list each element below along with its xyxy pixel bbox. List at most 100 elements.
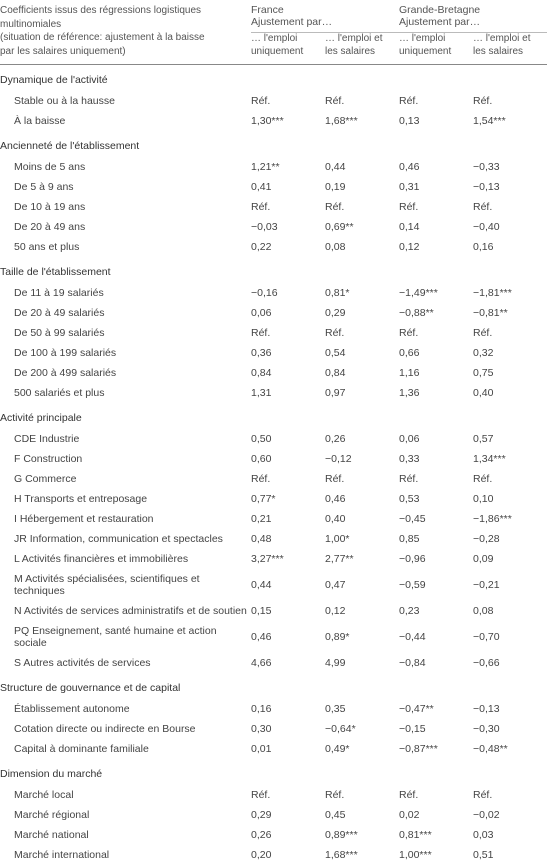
cell-value: 0,89*** — [325, 825, 399, 845]
cell-value: 0,89* — [325, 621, 399, 653]
cell-value: Réf. — [399, 469, 473, 489]
row-label: G Commerce — [0, 469, 251, 489]
row-label: Capital à dominante familiale — [0, 739, 251, 759]
cell-value: 0,53 — [399, 489, 473, 509]
cell-value: Réf. — [251, 91, 325, 111]
cell-value: 1,00*** — [399, 845, 473, 865]
cell-value: 0,77* — [251, 489, 325, 509]
cell-value: 0,26 — [251, 825, 325, 845]
cell-value: 0,32 — [473, 343, 547, 363]
cell-value: 0,15 — [251, 601, 325, 621]
cell-value: Réf. — [325, 91, 399, 111]
cell-value: −1,81*** — [473, 283, 547, 303]
row-label: De 5 à 9 ans — [0, 177, 251, 197]
table-row: Marché national0,260,89***0,81***0,03 — [0, 825, 547, 845]
table-row: De 11 à 19 salariés−0,160,81*−1,49***−1,… — [0, 283, 547, 303]
cell-value: −0,70 — [473, 621, 547, 653]
row-label: JR Information, communication et spectac… — [0, 529, 251, 549]
cell-value: 0,44 — [325, 157, 399, 177]
table-row: Capital à dominante familiale0,010,49*−0… — [0, 739, 547, 759]
cell-value: 0,09 — [473, 549, 547, 569]
cell-value: 0,10 — [473, 489, 547, 509]
cell-value: 0,48 — [251, 529, 325, 549]
cell-value: 0,20 — [251, 845, 325, 865]
row-label: S Autres activités de services — [0, 653, 251, 673]
row-label: De 11 à 19 salariés — [0, 283, 251, 303]
table-row: De 200 à 499 salariés0,840,841,160,75 — [0, 363, 547, 383]
cell-value: 1,68*** — [325, 111, 399, 131]
country-france: France — [251, 4, 284, 16]
row-label: Établissement autonome — [0, 699, 251, 719]
table-row: L Activités financières et immobilières3… — [0, 549, 547, 569]
cell-value: 0,23 — [399, 601, 473, 621]
cell-value: Réf. — [325, 323, 399, 343]
cell-value: 0,35 — [325, 699, 399, 719]
cell-value: 0,08 — [473, 601, 547, 621]
cell-value: 0,14 — [399, 217, 473, 237]
table-row: F Construction0,60−0,120,331,34*** — [0, 449, 547, 469]
cell-value: −0,84 — [399, 653, 473, 673]
cell-value: Réf. — [251, 323, 325, 343]
row-label: Moins de 5 ans — [0, 157, 251, 177]
cell-value: −0,88** — [399, 303, 473, 323]
table-row: Marché international0,201,68***1,00***0,… — [0, 845, 547, 865]
section-title: Dimension du marché — [0, 759, 547, 785]
cell-value: 0,50 — [251, 429, 325, 449]
cell-value: 0,36 — [251, 343, 325, 363]
cell-value: −0,16 — [251, 283, 325, 303]
cell-value: 1,54*** — [473, 111, 547, 131]
row-label: De 20 à 49 salariés — [0, 303, 251, 323]
table-row: N Activités de services administratifs e… — [0, 601, 547, 621]
table-row: Moins de 5 ans1,21**0,440,46−0,33 — [0, 157, 547, 177]
cell-value: 1,16 — [399, 363, 473, 383]
cell-value: 0,12 — [325, 601, 399, 621]
cell-value: 0,03 — [473, 825, 547, 845]
cell-value: Réf. — [325, 785, 399, 805]
cell-value: 0,84 — [251, 363, 325, 383]
cell-value: Réf. — [399, 91, 473, 111]
cell-value: 1,31 — [251, 383, 325, 403]
cell-value: 0,22 — [251, 237, 325, 257]
table-row: Marché localRéf.Réf.Réf.Réf. — [0, 785, 547, 805]
table-row: De 10 à 19 ansRéf.Réf.Réf.Réf. — [0, 197, 547, 217]
table-row: Cotation directe ou indirecte en Bourse0… — [0, 719, 547, 739]
table-row: H Transports et entreposage0,77*0,460,53… — [0, 489, 547, 509]
row-label: À la baisse — [0, 111, 251, 131]
cell-value: Réf. — [473, 323, 547, 343]
cell-value: 0,66 — [399, 343, 473, 363]
cell-value: 0,47 — [325, 569, 399, 601]
table-row: G CommerceRéf.Réf.Réf.Réf. — [0, 469, 547, 489]
row-label: Marché international — [0, 845, 251, 865]
cell-value: 1,36 — [399, 383, 473, 403]
cell-value: 4,66 — [251, 653, 325, 673]
table-row: I Hébergement et restauration0,210,40−0,… — [0, 509, 547, 529]
cell-value: 0,06 — [251, 303, 325, 323]
section-title: Dynamique de l'activité — [0, 65, 547, 92]
row-label: I Hébergement et restauration — [0, 509, 251, 529]
table-row: 50 ans et plus0,220,080,120,16 — [0, 237, 547, 257]
cell-value: 0,16 — [473, 237, 547, 257]
cell-value: −0,15 — [399, 719, 473, 739]
cell-value: −0,48** — [473, 739, 547, 759]
adjustment-by-uk: Ajustement par… — [399, 16, 480, 28]
col-header-3: … l'emploi uniquement — [399, 33, 473, 65]
row-label: F Construction — [0, 449, 251, 469]
cell-value: 0,30 — [251, 719, 325, 739]
row-label: H Transports et entreposage — [0, 489, 251, 509]
row-label: De 200 à 499 salariés — [0, 363, 251, 383]
cell-value: 1,21** — [251, 157, 325, 177]
table-row: 500 salariés et plus1,310,971,360,40 — [0, 383, 547, 403]
table-row: PQ Enseignement, santé humaine et action… — [0, 621, 547, 653]
cell-value: 3,27*** — [251, 549, 325, 569]
cell-value: 0,33 — [399, 449, 473, 469]
cell-value: −1,86*** — [473, 509, 547, 529]
cell-value: 2,77** — [325, 549, 399, 569]
cell-value: 0,46 — [399, 157, 473, 177]
cell-value: 0,06 — [399, 429, 473, 449]
row-label: Marché régional — [0, 805, 251, 825]
row-label: Marché local — [0, 785, 251, 805]
row-label: M Activités spécialisées, scientifiques … — [0, 569, 251, 601]
col-header-2: … l'emploi et les salaires — [325, 33, 399, 65]
adjustment-by-fr: Ajustement par… — [251, 16, 332, 28]
meta-text: Coefficients issus des régressions logis… — [0, 5, 205, 57]
